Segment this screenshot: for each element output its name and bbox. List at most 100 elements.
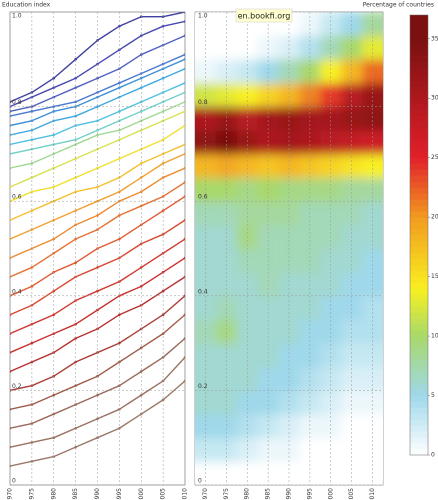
point xyxy=(161,313,165,317)
heat-cell xyxy=(236,82,258,108)
heat-cell xyxy=(362,153,383,179)
colorbar-step xyxy=(410,282,428,289)
point xyxy=(139,128,143,132)
heat-cell xyxy=(195,248,216,273)
colorbar-step xyxy=(410,288,428,295)
heat-cell xyxy=(257,35,279,60)
point xyxy=(52,237,56,241)
point xyxy=(139,285,143,288)
colorbar-step xyxy=(410,187,428,194)
heat-cell xyxy=(215,342,237,368)
heat-cell xyxy=(236,318,258,344)
point xyxy=(30,360,34,364)
colorbar-step xyxy=(410,74,428,81)
heat-cell xyxy=(215,295,237,320)
heat-cell xyxy=(236,129,258,155)
colorbar-step xyxy=(410,98,428,105)
point xyxy=(183,313,185,317)
point xyxy=(52,412,56,416)
colorbar-tick-label: 30 xyxy=(431,95,438,102)
colorbar-step xyxy=(410,86,428,93)
heat-cell xyxy=(341,82,363,108)
heat-cell xyxy=(278,82,300,108)
point xyxy=(96,393,99,397)
heat-cell xyxy=(236,366,258,391)
point xyxy=(139,346,143,350)
point xyxy=(118,313,121,317)
point xyxy=(139,53,143,56)
colorbar-step xyxy=(410,235,428,242)
colorbar-step xyxy=(410,270,428,277)
heat-cell xyxy=(299,342,321,368)
colorbar-tick-label: 35 xyxy=(431,35,438,42)
colorbar-step xyxy=(410,383,428,390)
heat-cell xyxy=(320,106,342,131)
heat-cell xyxy=(215,389,237,415)
point xyxy=(118,81,121,85)
colorbar-step xyxy=(410,169,428,176)
heat-cell xyxy=(362,437,383,462)
y-tick-label: 0.8 xyxy=(198,99,208,106)
point xyxy=(10,100,12,104)
point xyxy=(74,261,77,264)
point xyxy=(139,190,143,194)
point xyxy=(10,152,12,156)
heat-cell xyxy=(195,342,216,368)
colorbar-step xyxy=(410,20,428,28)
point xyxy=(10,218,12,222)
heat-cell xyxy=(362,295,383,320)
point xyxy=(30,110,34,113)
heat-cell xyxy=(320,366,342,391)
colorbar-tick-label: 10 xyxy=(431,333,438,340)
heat-cell xyxy=(362,106,383,131)
heat-cell xyxy=(362,129,383,155)
point xyxy=(183,152,185,156)
point xyxy=(183,237,185,241)
colorbar-step xyxy=(410,389,428,396)
colorbar-frame xyxy=(409,14,429,456)
x-tick-label: 2000 xyxy=(138,488,145,500)
heat-cell xyxy=(362,82,383,108)
colorbar-step xyxy=(410,181,428,188)
point xyxy=(10,133,12,137)
heat-cell xyxy=(341,35,363,60)
x-tick-label: 1980 xyxy=(244,488,251,500)
heat-cell xyxy=(195,413,216,439)
heat-cell xyxy=(257,295,279,320)
heat-cell xyxy=(215,106,237,131)
colorbar-step xyxy=(410,258,428,266)
colorbar-step xyxy=(410,276,428,283)
heat-cell xyxy=(278,35,300,60)
x-tick-label: 1970 xyxy=(7,488,14,500)
point xyxy=(10,332,12,335)
colorbar-step xyxy=(410,294,428,301)
point xyxy=(96,105,99,108)
point xyxy=(96,185,99,189)
heat-cell xyxy=(257,318,279,344)
heat-cell xyxy=(362,35,383,60)
point xyxy=(183,34,185,37)
point xyxy=(183,166,185,170)
point xyxy=(96,128,99,132)
point xyxy=(118,110,121,113)
point xyxy=(10,185,12,189)
point xyxy=(74,76,77,80)
colorbar-step xyxy=(410,431,428,438)
heat-cell xyxy=(341,342,363,368)
point xyxy=(74,190,77,194)
colorbar-step xyxy=(410,353,428,361)
heat-cell xyxy=(215,35,237,60)
heat-cell xyxy=(341,106,363,131)
point xyxy=(183,53,185,56)
colorbar-step xyxy=(410,437,428,444)
colorbar-step xyxy=(410,38,428,46)
heat-cell xyxy=(341,295,363,320)
point xyxy=(10,143,12,146)
point xyxy=(74,337,77,340)
colorbar-step xyxy=(410,413,428,420)
colorbar-step xyxy=(410,139,428,147)
point xyxy=(118,138,121,142)
y-tick-label: 0.6 xyxy=(12,194,22,201)
heat-cell xyxy=(195,318,216,344)
